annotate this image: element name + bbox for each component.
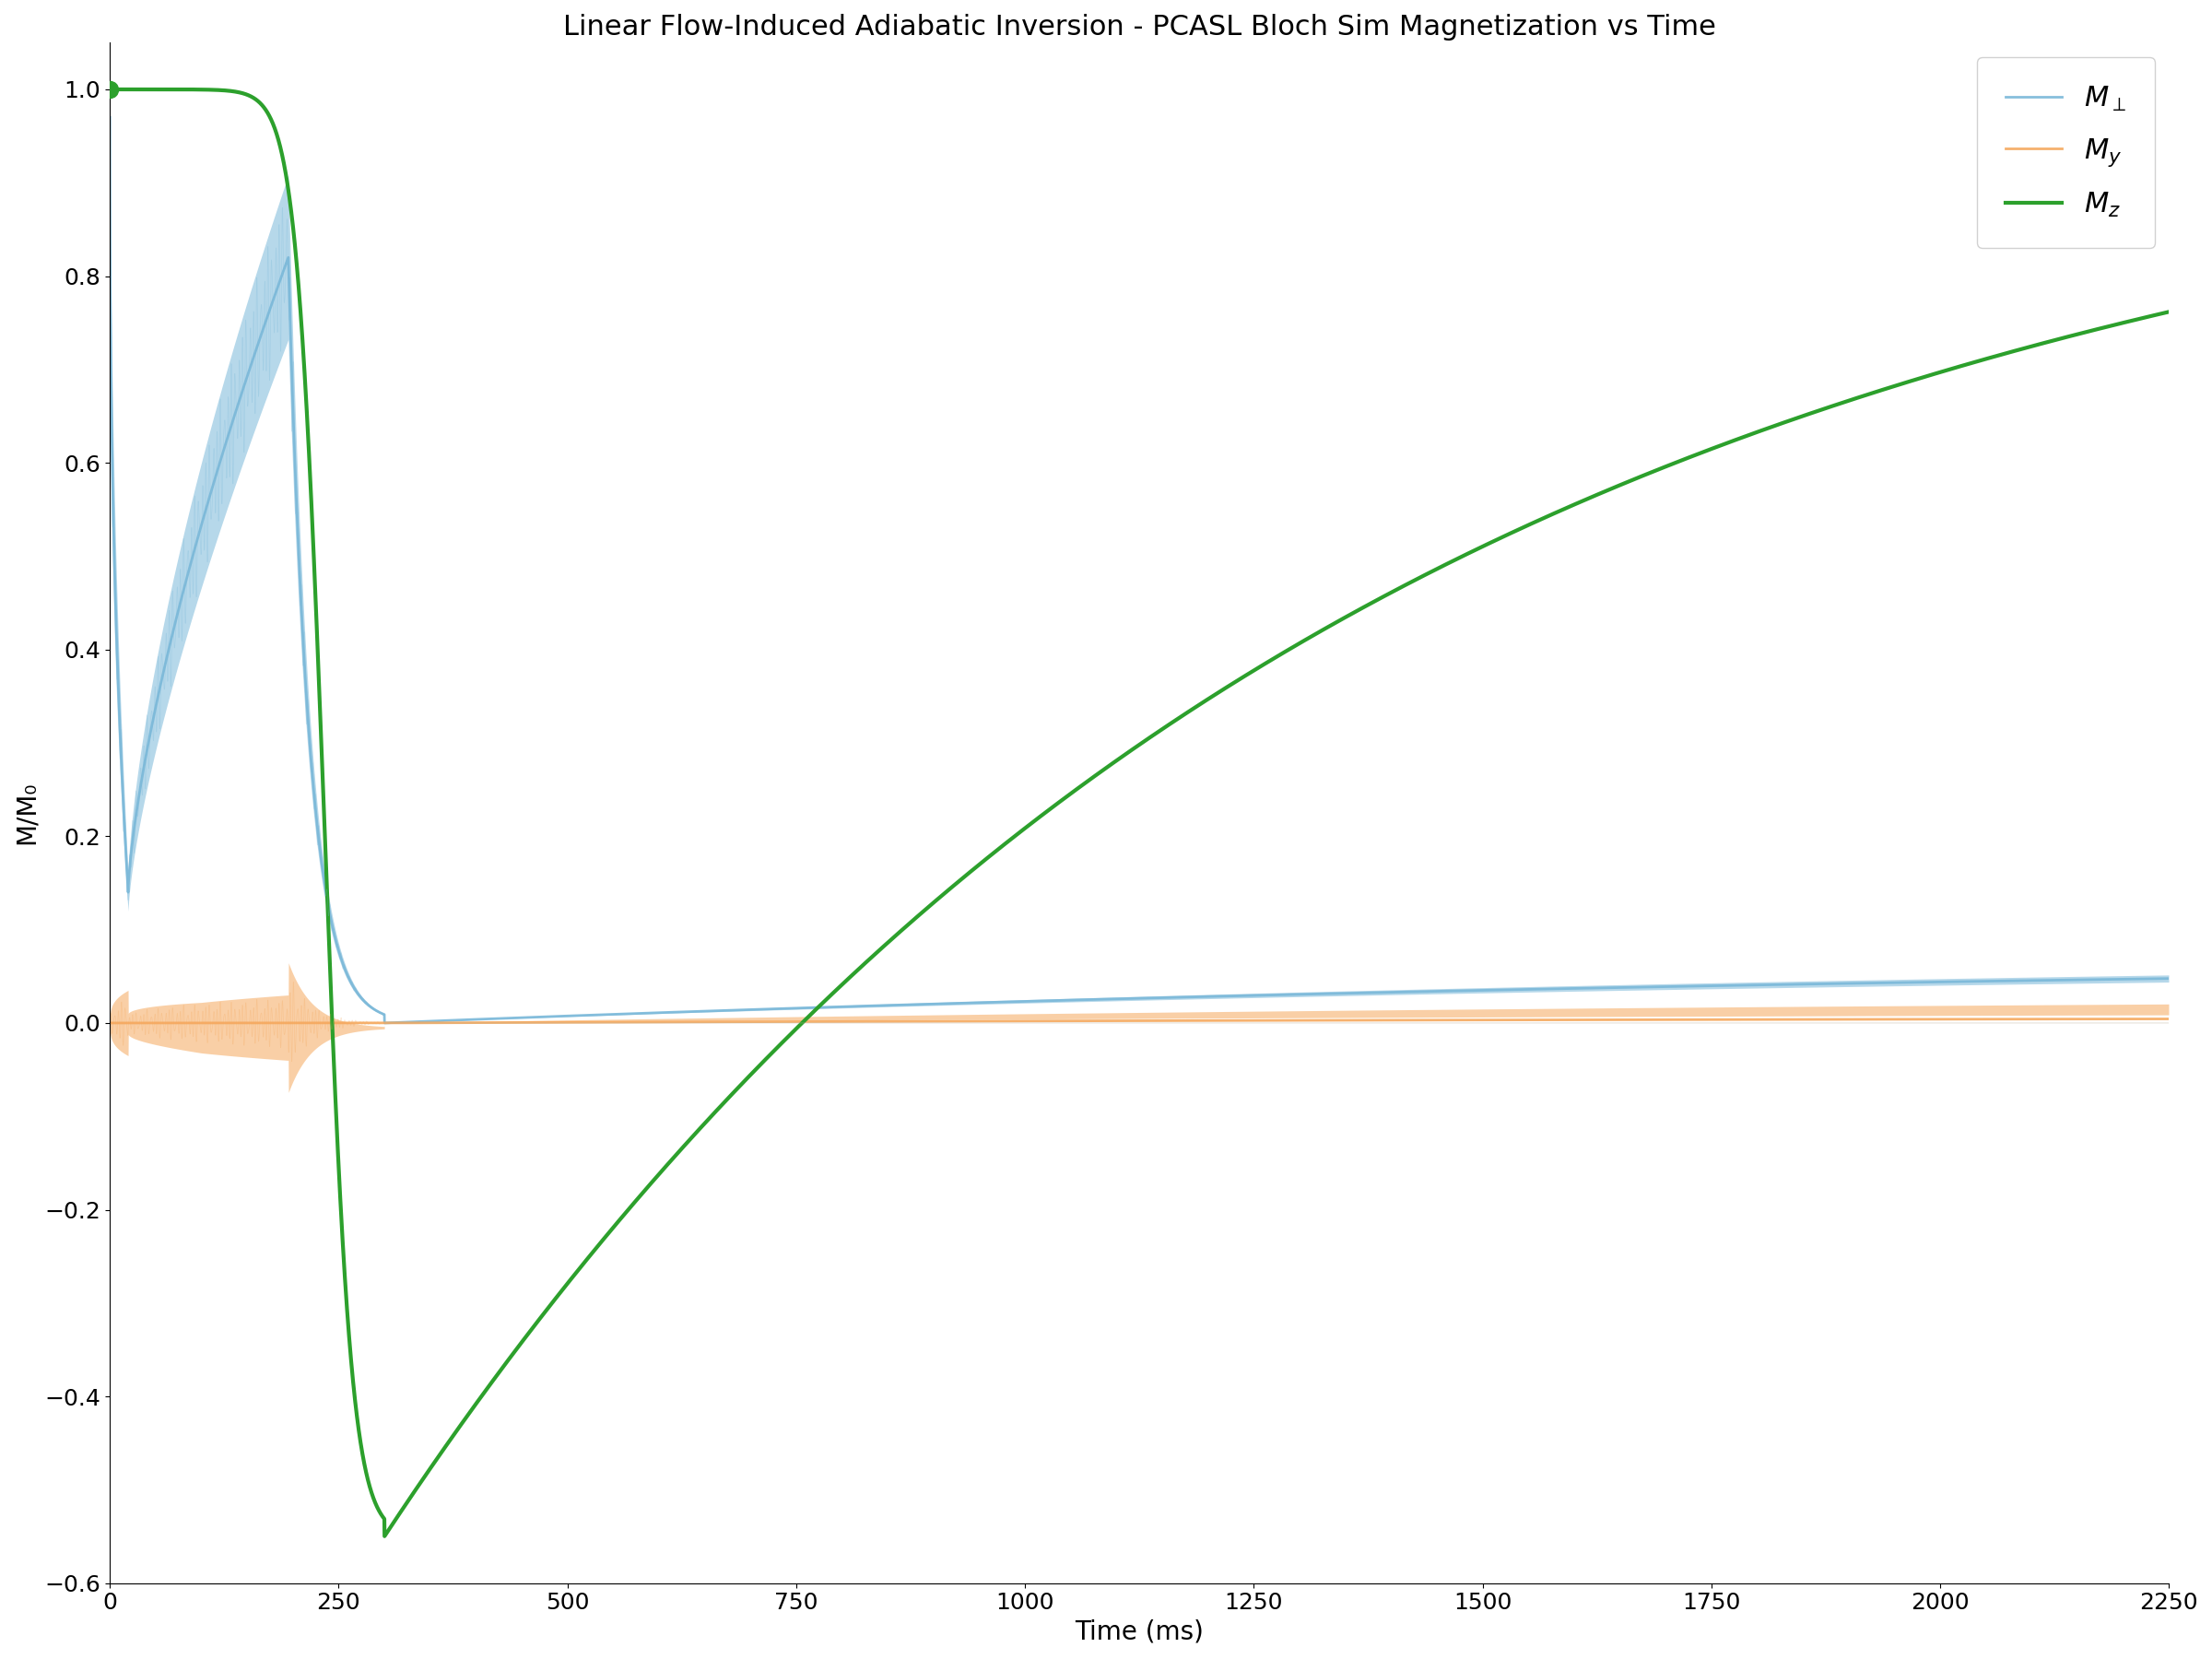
$M_z$ <box>2154 302 2181 322</box>
Legend: $M_{\perp}$, $M_y$, $M_z$: $M_{\perp}$, $M_y$, $M_z$ <box>1978 56 2154 247</box>
$M_{\perp}$ <box>153 647 179 667</box>
$M_{\perp}$ <box>372 1014 398 1034</box>
$M_y$ <box>1679 1010 1705 1030</box>
$M_{\perp}$ <box>438 1010 465 1030</box>
$M_z$ <box>1679 446 1705 466</box>
$M_y$ <box>285 1014 312 1034</box>
Title: Linear Flow-Induced Adiabatic Inversion - PCASL Bloch Sim Magnetization vs Time: Linear Flow-Induced Adiabatic Inversion … <box>562 13 1717 40</box>
$M_y$ <box>737 1012 763 1032</box>
$M_{\perp}$ <box>2154 969 2181 989</box>
Y-axis label: M/M₀: M/M₀ <box>13 781 40 844</box>
$M_y$ <box>438 1012 465 1032</box>
Line: $M_z$: $M_z$ <box>111 90 2168 1536</box>
$M_y$ <box>97 1014 124 1034</box>
$M_z$ <box>372 1526 398 1546</box>
$M_z$ <box>153 80 179 100</box>
Line: $M_y$: $M_y$ <box>111 1019 2168 1024</box>
$M_y$ <box>215 1014 241 1034</box>
$M_z$ <box>737 1065 763 1085</box>
$M_y$ <box>153 1014 179 1034</box>
$M_{\perp}$ <box>285 539 312 559</box>
$M_z$ <box>285 275 312 295</box>
$M_z$ <box>97 80 124 100</box>
Line: $M_{\perp}$: $M_{\perp}$ <box>111 118 2168 1024</box>
$M_z$ <box>215 81 241 101</box>
X-axis label: Time (ms): Time (ms) <box>1075 1619 1203 1646</box>
$M_{\perp}$ <box>1679 975 1705 995</box>
$M_{\perp}$ <box>97 108 124 128</box>
$M_z$ <box>438 1428 465 1448</box>
$M_y$ <box>2154 1009 2181 1029</box>
$M_{\perp}$ <box>215 426 241 446</box>
$M_{\perp}$ <box>737 1000 763 1020</box>
